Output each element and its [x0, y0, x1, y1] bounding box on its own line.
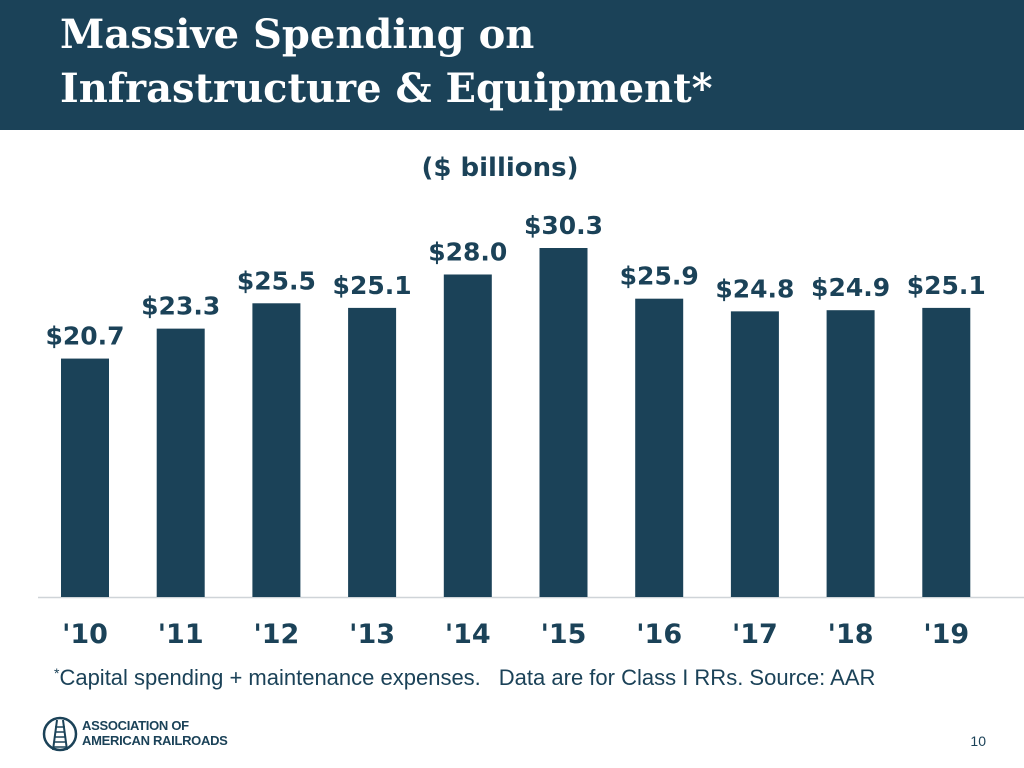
title-banner: Massive Spending on Infrastructure & Equ…: [0, 0, 1024, 130]
x-tick-label-7: '17: [732, 619, 778, 650]
bar-2: [252, 303, 301, 597]
chart-title: ($ billions): [421, 153, 579, 183]
aar-logo: ASSOCIATION OF AMERICAN RAILROADS: [42, 714, 232, 754]
data-label-9: $25.1: [907, 271, 986, 300]
footnote-text-source: Data are for Class I RRs. Source: AAR: [498, 665, 876, 690]
data-label-1: $23.3: [141, 292, 220, 321]
data-label-5: $30.3: [524, 211, 603, 240]
bar-3: [348, 307, 397, 597]
data-label-8: $24.9: [811, 273, 890, 302]
slide-title: Massive Spending on Infrastructure & Equ…: [60, 8, 960, 116]
x-tick-label-1: '11: [158, 619, 204, 650]
bar-4: [443, 274, 492, 597]
x-tick-label-9: '19: [923, 619, 969, 650]
bar-8: [826, 310, 875, 597]
x-tick-label-5: '15: [541, 619, 587, 650]
x-tick-label-8: '18: [828, 619, 874, 650]
footnote-text-spending: Capital spending + maintenance expenses.: [59, 665, 481, 690]
bar-0: [61, 358, 109, 597]
x-tick-label-4: '14: [445, 619, 491, 650]
footnote-marker: *: [54, 665, 60, 681]
railroad-track-icon: [42, 716, 78, 752]
bar-1: [156, 328, 205, 597]
bar-7: [730, 311, 779, 597]
x-tick-label-0: '10: [62, 619, 108, 650]
bar-9: [922, 307, 971, 597]
data-label-4: $28.0: [428, 237, 507, 266]
page-number: 10: [970, 733, 986, 749]
title-line-2: Infrastructure & Equipment*: [60, 65, 713, 112]
x-tick-label-2: '12: [253, 619, 299, 650]
title-line-1: Massive Spending on: [60, 11, 535, 58]
data-label-0: $20.7: [45, 322, 124, 351]
bar-5: [539, 248, 588, 597]
logo-wordmark: ASSOCIATION OF AMERICAN RAILROADS: [82, 718, 228, 748]
data-label-7: $24.8: [715, 274, 794, 303]
data-label-3: $25.1: [333, 271, 412, 300]
x-tick-label-6: '16: [636, 619, 682, 650]
data-label-2: $25.5: [237, 266, 316, 295]
bar-chart: $20.7 '10 $23.3 '11 $25.5 '12 $25.1 '13 $28.0 '14…: [38, 211, 1024, 650]
bar-6: [635, 298, 684, 597]
data-label-6: $25.9: [620, 262, 699, 291]
x-tick-label-3: '13: [349, 619, 395, 650]
logo-line-1: ASSOCIATION OF: [82, 718, 189, 733]
footnote: *Capital spending + maintenance expenses…: [54, 665, 875, 691]
logo-line-2: AMERICAN RAILROADS: [82, 733, 228, 748]
